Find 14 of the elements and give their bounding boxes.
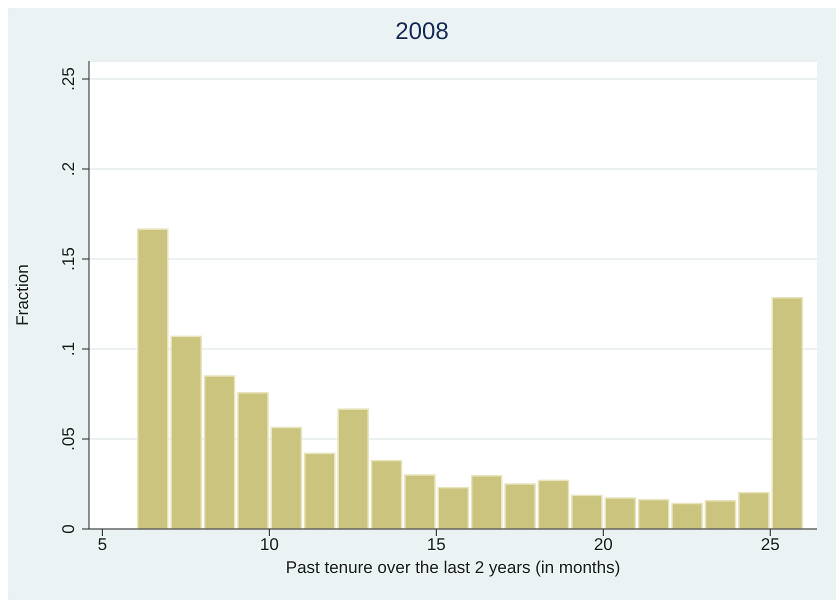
x-tick-label: 10 [260, 535, 279, 554]
y-tick-label: 0 [59, 524, 78, 534]
y-tick-label: .05 [59, 427, 78, 451]
chart-title: 2008 [394, 18, 450, 46]
x-tick-label: 5 [98, 535, 108, 554]
y-tick-label: .1 [59, 342, 78, 356]
x-axis-title: Past tenure over the last 2 years (in months) [286, 558, 620, 577]
y-tick-label: .25 [59, 67, 78, 91]
x-tick-label: 15 [426, 535, 446, 554]
x-tick-label: 20 [594, 535, 613, 554]
y-tick-label: .2 [59, 162, 78, 176]
x-tick-label: 25 [760, 535, 780, 554]
y-axis-title: Fraction [13, 264, 32, 326]
y-tick-label: .15 [59, 247, 78, 271]
